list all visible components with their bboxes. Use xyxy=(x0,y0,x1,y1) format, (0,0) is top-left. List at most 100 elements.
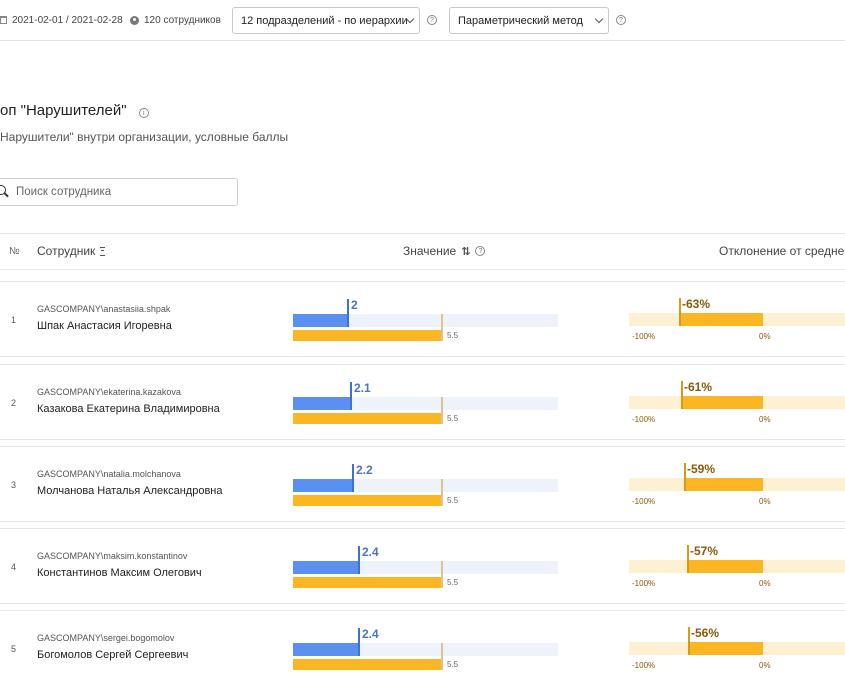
deviation-bar xyxy=(684,478,763,491)
info-icon[interactable]: i xyxy=(138,108,149,118)
value-label: 2.1 xyxy=(354,381,371,395)
value-help-icon[interactable]: ? xyxy=(475,246,486,256)
deviation-marker xyxy=(681,381,683,409)
average-label: 5.5 xyxy=(447,578,459,587)
department-help-icon[interactable]: ? xyxy=(427,15,437,25)
value-label: 2.4 xyxy=(362,627,379,641)
value-marker xyxy=(358,628,360,656)
column-employee[interactable]: Сотрудник xyxy=(37,244,106,258)
row-number: 3 xyxy=(11,480,17,490)
deviation-bar xyxy=(687,560,763,573)
table-row[interactable]: 3 GASCOMPANY\natalia.molchanova Молчанова … xyxy=(0,446,845,522)
value-label: 2.2 xyxy=(356,463,373,477)
deviation-zero-label: 0% xyxy=(759,661,771,670)
row-number: 4 xyxy=(11,562,17,572)
row-number: 2 xyxy=(11,398,17,408)
table-row[interactable]: 5 GASCOMPANY\sergei.bogomolov Богомолов Се… xyxy=(0,610,845,684)
page-title: оп "Нарушителей" i xyxy=(0,102,149,119)
deviation-label: -56% xyxy=(691,626,720,640)
deviation-min-label: -100% xyxy=(632,332,656,341)
table-row[interactable]: 4 GASCOMPANY\maksim.konstantinov Константи… xyxy=(0,528,845,604)
period-display[interactable]: 2021-02-01 / 2021-02-28 xyxy=(0,0,123,40)
average-bar xyxy=(293,495,442,506)
deviation-bar xyxy=(679,313,763,326)
value-marker xyxy=(350,382,352,410)
column-num: № xyxy=(9,246,20,257)
average-marker xyxy=(441,314,443,341)
employees-text: 120 сотрудников xyxy=(144,14,221,26)
page-title-text: оп "Нарушителей" xyxy=(0,102,127,119)
value-label: 2 xyxy=(351,298,358,312)
average-marker xyxy=(441,479,443,506)
value-bar xyxy=(293,314,347,327)
deviation-label: -57% xyxy=(690,544,719,558)
deviation-label: -59% xyxy=(687,462,716,476)
average-bar xyxy=(293,577,442,588)
deviation-bar xyxy=(688,642,763,655)
column-value[interactable]: Значение ⇅ ? xyxy=(403,244,486,258)
column-value-label: Значение xyxy=(403,244,457,258)
value-marker xyxy=(347,299,349,327)
method-select-value: Параметрический метод xyxy=(458,14,583,27)
deviation-label: -63% xyxy=(682,297,711,311)
row-number: 1 xyxy=(11,315,17,325)
column-employee-label: Сотрудник xyxy=(37,244,96,258)
calendar-icon xyxy=(0,16,7,24)
average-marker xyxy=(441,561,443,588)
value-marker xyxy=(358,546,360,574)
row-number: 5 xyxy=(11,644,17,654)
search-input[interactable] xyxy=(16,183,226,201)
employee-login: GASCOMPANY\anastasiia.shpak xyxy=(37,304,171,314)
average-label: 5.5 xyxy=(447,414,459,423)
value-bar xyxy=(293,643,358,656)
average-marker xyxy=(441,397,443,424)
average-bar xyxy=(293,413,442,424)
value-bar-track xyxy=(293,479,558,492)
table-row[interactable]: 2 GASCOMPANY\ekaterina.kazakova Казакова Е… xyxy=(0,364,845,440)
method-select[interactable]: Параметрический метод xyxy=(449,7,609,34)
employee-name[interactable]: Богомолов Сергей Сергеевич xyxy=(37,649,189,661)
employee-login: GASCOMPANY\sergei.bogomolov xyxy=(37,633,175,643)
deviation-min-label: -100% xyxy=(632,579,656,588)
employee-name[interactable]: Шпак Анастасия Игоревна xyxy=(37,320,172,332)
department-select[interactable]: 12 подразделений - по иерархии xyxy=(232,7,420,34)
value-bar-track xyxy=(293,314,558,327)
average-marker xyxy=(441,643,443,670)
search-box xyxy=(0,178,238,206)
deviation-zero-label: 0% xyxy=(759,415,771,424)
deviation-marker xyxy=(687,545,689,573)
user-icon xyxy=(130,15,139,25)
deviation-label: -61% xyxy=(684,380,713,394)
filter-icon[interactable] xyxy=(100,246,106,256)
sort-icon[interactable]: ⇅ xyxy=(461,245,470,258)
employee-name[interactable]: Казакова Екатерина Владимировна xyxy=(37,403,220,415)
deviation-zero-label: 0% xyxy=(759,579,771,588)
deviation-marker xyxy=(684,463,686,491)
deviation-min-label: -100% xyxy=(632,415,656,424)
value-bar xyxy=(293,397,350,410)
deviation-marker xyxy=(688,627,690,655)
employee-login: GASCOMPANY\ekaterina.kazakova xyxy=(37,387,181,397)
deviation-marker xyxy=(679,298,681,326)
method-help-icon[interactable]: ? xyxy=(616,15,626,25)
page-subtitle: Нарушители" внутри организации, условные… xyxy=(0,130,289,144)
table-row[interactable]: 1 GASCOMPANY\anastasiia.shpak Шпак Анастас… xyxy=(0,281,845,357)
average-label: 5.5 xyxy=(447,496,459,505)
department-select-value: 12 подразделений - по иерархии xyxy=(241,14,408,27)
deviation-zero-label: 0% xyxy=(759,332,771,341)
value-marker xyxy=(352,464,354,492)
column-deviation[interactable]: Отклонение от средне xyxy=(719,244,845,258)
average-bar xyxy=(293,659,442,670)
value-bar-track xyxy=(293,397,558,410)
value-bar xyxy=(293,561,358,574)
employee-login: GASCOMPANY\maksim.konstantinov xyxy=(37,551,188,561)
employee-name[interactable]: Константинов Максим Олегович xyxy=(37,567,202,579)
deviation-bar xyxy=(681,396,763,409)
average-label: 5.5 xyxy=(447,331,459,340)
table-header: № Сотрудник Значение ⇅ ? Отклонение от с… xyxy=(0,233,845,270)
deviation-zero-label: 0% xyxy=(759,497,771,506)
top-toolbar: 2021-02-01 / 2021-02-28 120 сотрудников … xyxy=(0,0,845,41)
value-bar xyxy=(293,479,352,492)
employee-name[interactable]: Молчанова Наталья Александровна xyxy=(37,485,223,497)
employee-login: GASCOMPANY\natalia.molchanova xyxy=(37,469,181,479)
